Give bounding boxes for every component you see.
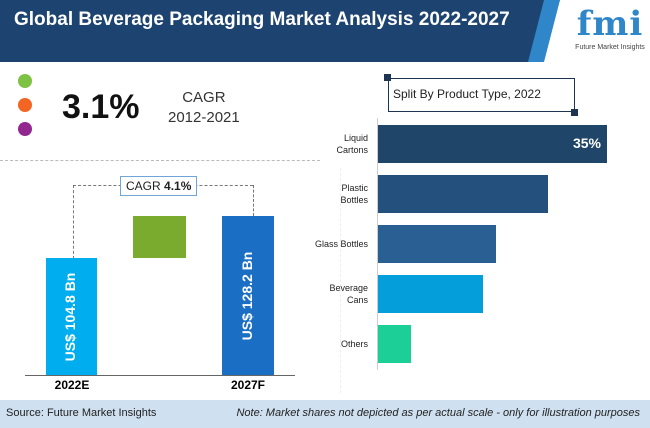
corner-marker <box>571 109 578 116</box>
cagr-label-text: CAGR <box>182 89 226 106</box>
category-label: Glass Bottles <box>314 239 368 249</box>
baseline <box>25 375 295 376</box>
category-2022E: 2022E <box>54 378 90 392</box>
category-axis <box>377 118 378 370</box>
value-label-2022E: US$ 104.8 Bn <box>62 272 78 361</box>
category-label: Liquid Cartons <box>336 133 368 155</box>
logo-text: fmi <box>576 4 644 44</box>
data-label: 35% <box>572 135 601 151</box>
logo-subtitle: Future Market Insights <box>575 44 645 51</box>
note-text: Note: Market shares not depicted as per … <box>236 407 640 419</box>
footer: Source: Future Market Insights Note: Mar… <box>0 400 650 428</box>
split-chart-title: Split By Product Type, 2022 <box>388 78 575 112</box>
cagr-forecast-label: CAGR <box>126 179 161 193</box>
bar-glass-bottles <box>378 225 496 263</box>
category-label: Plastic Bottles <box>340 183 368 205</box>
category-label: Beverage Cans <box>329 283 368 305</box>
cagr-forecast-badge: CAGR 4.1% <box>120 176 198 196</box>
value-label-2027F: US$ 128.2 Bn <box>239 251 255 340</box>
connector-right <box>253 185 254 216</box>
bar-beverage-cans <box>378 275 483 313</box>
orange-dot-icon <box>18 98 32 112</box>
bar-liquid-cartons <box>378 125 607 163</box>
category-2027F: 2027F <box>230 378 266 392</box>
bar-2027F <box>222 216 274 375</box>
corner-marker <box>384 74 391 81</box>
green-dot-icon <box>18 74 32 88</box>
vertical-divider <box>340 168 341 393</box>
page-title: Global Beverage Packaging Market Analysi… <box>14 9 510 30</box>
bar-increment <box>133 216 186 259</box>
fmi-logo: fmi Future Market Insights <box>572 4 648 60</box>
source-text: Source: Future Market Insights <box>6 407 157 419</box>
category-label: Others <box>340 339 368 349</box>
connector-left <box>73 185 74 264</box>
cagr-period: 2012-2021 <box>168 109 240 126</box>
cagr-label: CAGR 2012-2021 <box>168 88 240 128</box>
bar-others <box>378 325 411 363</box>
bar-plastic-bottles <box>378 175 549 213</box>
header-banner <box>0 0 560 62</box>
divider <box>0 160 320 161</box>
purple-dot-icon <box>18 122 32 136</box>
cagr-value: 3.1% <box>62 88 140 126</box>
cagr-forecast-value: 4.1% <box>164 179 192 193</box>
bar-2022E <box>46 258 97 375</box>
